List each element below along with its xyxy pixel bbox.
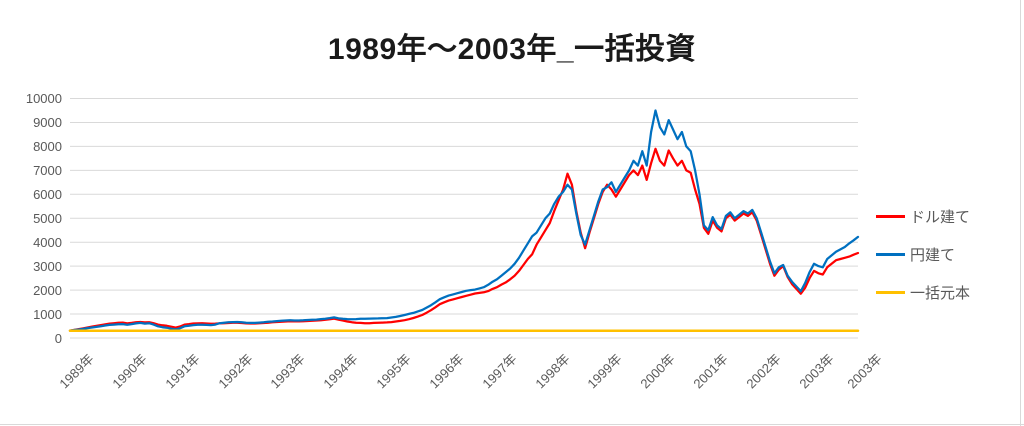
series-line-jpy xyxy=(68,109,860,332)
y-axis-tick-label: 10000 xyxy=(25,91,62,106)
y-axis-tick-label: 3000 xyxy=(33,258,62,274)
y-axis-tick-label: 5000 xyxy=(33,210,62,226)
legend-line-jpy-icon xyxy=(876,252,905,256)
y-axis-tick-label: 7000 xyxy=(33,162,62,178)
y-axis-tick-label: 9000 xyxy=(33,114,62,130)
y-axis-tick-label: 1000 xyxy=(33,306,62,322)
legend-item-principal: 一括元本 xyxy=(876,282,970,302)
chart-bottom-border xyxy=(0,424,1024,425)
legend-label-principal: 一括元本 xyxy=(910,284,971,302)
y-axis-tick-label: 8000 xyxy=(33,138,62,154)
legend-item-usd: ドル建て xyxy=(876,206,970,226)
legend-label-usd: ドル建て xyxy=(910,208,971,226)
series-line-usd xyxy=(68,147,860,332)
y-axis-tick-label: 2000 xyxy=(33,282,62,298)
y-axis-tick-label: 0 xyxy=(54,330,62,346)
y-axis-tick-label: 4000 xyxy=(33,234,62,250)
chart-right-border xyxy=(1020,0,1021,426)
legend-line-usd-icon xyxy=(876,214,905,218)
chart-title: 1989年〜2003年_一括投資 xyxy=(327,33,697,66)
series-lines xyxy=(68,109,860,333)
legend-label-jpy: 円建て xyxy=(910,246,956,264)
legend-line-principal-icon xyxy=(876,290,905,294)
y-axis-tick-label: 6000 xyxy=(33,186,62,202)
gridlines xyxy=(70,98,858,339)
legend-item-jpy: 円建て xyxy=(876,244,955,264)
